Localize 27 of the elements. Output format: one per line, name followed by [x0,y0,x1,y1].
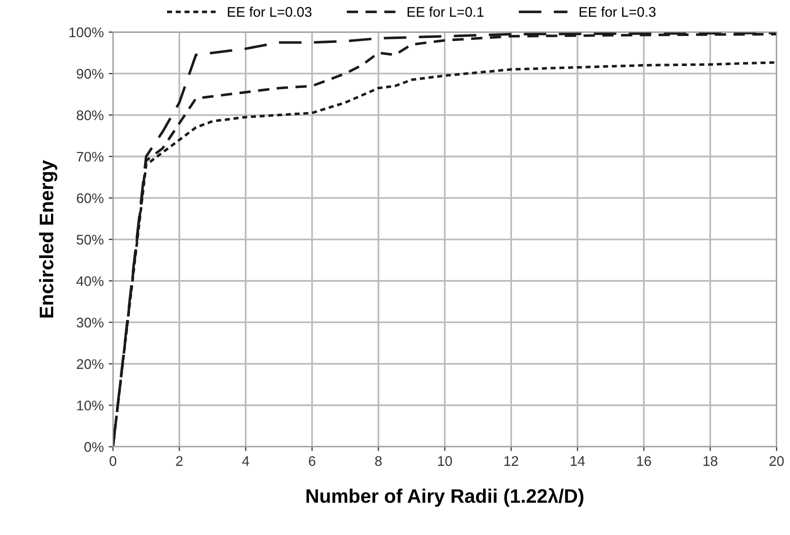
legend-label: EE for L=0.03 [228,6,312,17]
y-tick-label: 40% [76,276,104,286]
x-tick-label: 6 [308,456,316,466]
x-tick-label: 12 [504,456,518,466]
y-tick-label: 60% [76,193,104,204]
y-tick-label: 80% [76,110,104,120]
x-tick-label: 16 [637,456,651,466]
y-tick-label: 50% [76,234,104,245]
x-tick-label: 4 [242,456,250,466]
x-tick-label: 2 [176,456,182,466]
x-tick-label: 18 [704,456,718,466]
x-tick-label: 0 [110,456,116,466]
x-tick-label: 8 [375,456,382,466]
legend-label: EE for L=0.1 [408,6,484,17]
y-tick-label: 0% [84,442,104,452]
y-tick-label: 20% [76,359,104,369]
y-axis-title: Encircled Energy [39,160,58,318]
y-tick-label: 90% [76,68,104,79]
y-tick-label: 10% [77,400,104,410]
x-tick-label: 20 [770,456,784,466]
legend-label: EE for L=0.3 [580,6,656,17]
y-tick-label: 100% [69,27,104,38]
y-tick-label: 70% [76,152,104,162]
x-tick-label: 10 [438,456,452,466]
x-tick-label: 14 [570,456,585,466]
x-axis-title: Number of Airy Radii (1.22λ/D) [306,488,584,507]
y-tick-label: 30% [76,318,104,328]
